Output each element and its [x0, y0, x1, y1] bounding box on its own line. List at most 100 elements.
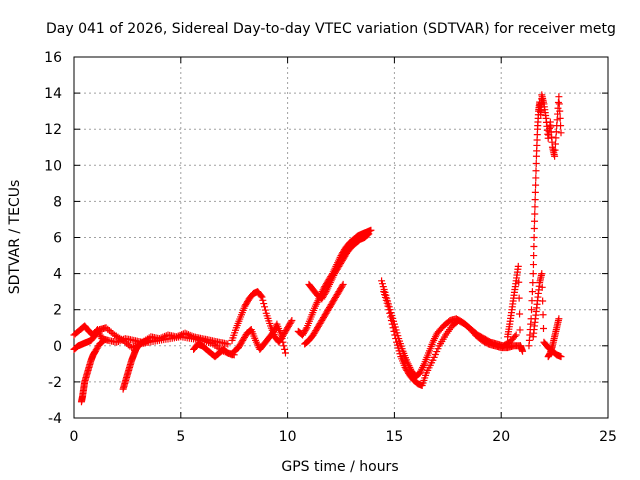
data-point: [338, 282, 346, 290]
data-point: [391, 331, 399, 339]
data-point: [287, 318, 295, 326]
data-point: [531, 210, 539, 218]
data-point: [555, 315, 563, 323]
data-point: [100, 336, 108, 344]
data-point: [321, 289, 329, 297]
x-tick-label: 20: [492, 429, 510, 445]
data-point: [539, 324, 547, 332]
series-track-h: [294, 226, 375, 339]
data-point: [556, 107, 564, 115]
data-points: [70, 91, 565, 406]
data-point: [257, 292, 265, 300]
data-point: [246, 326, 254, 334]
y-axis-label: SDTVAR / TECUs: [7, 180, 23, 295]
data-point: [530, 243, 538, 251]
series-track-o: [529, 270, 565, 361]
data-point: [113, 338, 121, 346]
data-point: [224, 340, 232, 348]
data-point: [531, 196, 539, 204]
data-point: [98, 338, 106, 346]
data-point: [538, 270, 546, 278]
series-track-i: [305, 230, 373, 303]
data-point: [384, 302, 392, 310]
data-point: [385, 306, 393, 314]
data-point: [556, 114, 564, 122]
data-point: [261, 306, 269, 314]
y-tick-label: 8: [53, 194, 62, 210]
y-tick-label: 2: [53, 303, 62, 319]
y-tick-label: 0: [53, 339, 62, 355]
data-point: [557, 353, 565, 361]
data-point: [557, 129, 565, 137]
x-tick-label: 15: [385, 429, 403, 445]
data-point: [551, 146, 559, 154]
data-point: [555, 100, 563, 108]
series-track-p: [544, 315, 563, 361]
data-point: [519, 347, 527, 355]
data-point: [261, 303, 269, 311]
data-point: [302, 325, 310, 333]
data-point: [278, 335, 286, 343]
grid-lines: [74, 57, 608, 418]
data-point: [339, 280, 347, 288]
x-tick-label: 10: [279, 429, 297, 445]
data-point: [386, 309, 394, 317]
data-point: [259, 296, 267, 304]
data-point: [279, 338, 287, 346]
data-point: [529, 279, 537, 287]
series-track-j: [301, 280, 347, 348]
data-point: [280, 342, 288, 350]
data-point: [258, 293, 266, 301]
y-tick-label: 12: [44, 122, 62, 138]
x-tick-label: 0: [70, 429, 79, 445]
data-point: [529, 261, 537, 269]
data-point: [532, 181, 540, 189]
x-tick-label: 5: [176, 429, 185, 445]
data-point: [530, 234, 538, 241]
data-point: [387, 313, 395, 321]
data-point: [531, 188, 539, 196]
series-track-c: [77, 336, 108, 406]
data-point: [365, 230, 373, 238]
data-point: [392, 335, 400, 343]
data-point: [528, 306, 536, 314]
series-track-f: [228, 288, 296, 346]
data-point: [260, 300, 268, 308]
data-point: [532, 167, 540, 175]
data-point: [281, 349, 289, 357]
x-tick-label: 25: [599, 429, 617, 445]
data-point: [539, 297, 547, 305]
x-axis-label: GPS time / hours: [281, 459, 398, 475]
y-tick-label: 14: [44, 86, 62, 102]
data-point: [551, 152, 559, 160]
y-tick-label: 10: [44, 158, 62, 174]
axis-ticks: 0 5 10 15 20 25 -4 -2 0 2 4 6 8 10 12 14 16: [44, 50, 617, 445]
series-track-d: [119, 336, 153, 393]
data-point: [512, 331, 520, 339]
series-track-l: [380, 288, 520, 390]
data-point: [555, 93, 563, 101]
series-track-n: [525, 91, 565, 350]
data-point: [532, 174, 540, 182]
y-tick-label: -4: [48, 411, 62, 427]
data-point: [363, 231, 371, 239]
data-point: [557, 122, 565, 130]
data-point: [277, 331, 285, 339]
data-point: [387, 317, 395, 325]
data-point: [539, 311, 547, 319]
data-point: [511, 332, 519, 340]
data-point: [390, 327, 398, 335]
y-tick-label: 4: [53, 267, 62, 283]
series-track-m: [504, 262, 527, 355]
data-point: [515, 294, 523, 302]
data-point: [514, 262, 522, 270]
series-track-g: [230, 320, 289, 357]
data-point: [367, 226, 375, 234]
data-point: [531, 203, 539, 211]
data-point: [145, 336, 153, 344]
data-point: [99, 337, 107, 345]
y-tick-label: 16: [44, 50, 62, 66]
y-tick-label: 6: [53, 231, 62, 247]
data-point: [389, 324, 397, 332]
